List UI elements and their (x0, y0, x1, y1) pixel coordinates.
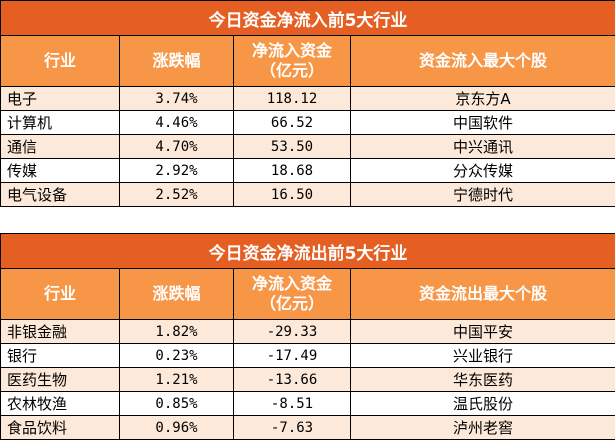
header-net-inflow: 净流入资金 （亿元） (233, 268, 351, 320)
change-cell: 0.23% (119, 343, 234, 368)
net-cell: -13.66 (233, 367, 351, 392)
industry-cell: 食品饮料 (0, 415, 120, 440)
header-net-inflow: 净流入资金 （亿元） (233, 35, 351, 87)
change-cell: 4.70% (119, 134, 234, 159)
stock-cell: 华东医药 (349, 367, 615, 392)
header-net-inflow-line1: 净流入资金 (251, 41, 332, 60)
header-industry: 行业 (0, 35, 120, 87)
change-cell: 0.96% (119, 415, 234, 440)
header-net-inflow-line1: 净流入资金 (251, 274, 332, 293)
industry-cell: 农林牧渔 (0, 391, 120, 416)
outflow-table: 今日资金净流出前5大行业 行业 涨跌幅 净流入资金 （亿元） 资金流出最大个股 … (0, 233, 615, 440)
stock-cell: 温氏股份 (349, 391, 615, 416)
industry-cell: 非银金融 (0, 319, 120, 344)
stock-cell: 京东方A (349, 86, 615, 111)
header-net-inflow-unit: （亿元） (259, 61, 324, 80)
industry-cell: 医药生物 (0, 367, 120, 392)
stock-cell: 泸州老窖 (349, 415, 615, 440)
stock-cell: 分众传媒 (349, 158, 615, 183)
table-row: 食品饮料 0.96% -7.63 泸州老窖 (0, 415, 615, 440)
net-cell: 53.50 (233, 134, 351, 159)
header-change: 涨跌幅 (119, 35, 234, 87)
stock-cell: 中国软件 (349, 110, 615, 135)
change-cell: 3.74% (119, 86, 234, 111)
header-industry: 行业 (0, 268, 120, 320)
stock-cell: 中兴通讯 (349, 134, 615, 159)
table-row: 传媒 2.92% 18.68 分众传媒 (0, 158, 615, 183)
inflow-table-title: 今日资金净流入前5大行业 (0, 0, 615, 36)
table-row: 医药生物 1.21% -13.66 华东医药 (0, 367, 615, 392)
change-cell: 4.46% (119, 110, 234, 135)
table-row: 电子 3.74% 118.12 京东方A (0, 86, 615, 111)
header-change: 涨跌幅 (119, 268, 234, 320)
table-row: 通信 4.70% 53.50 中兴通讯 (0, 134, 615, 159)
inflow-table: 今日资金净流入前5大行业 行业 涨跌幅 净流入资金 （亿元） 资金流入最大个股 … (0, 0, 615, 207)
net-cell: 18.68 (233, 158, 351, 183)
change-cell: 0.85% (119, 391, 234, 416)
inflow-table-block: 今日资金净流入前5大行业 行业 涨跌幅 净流入资金 （亿元） 资金流入最大个股 … (0, 0, 615, 207)
net-cell: 66.52 (233, 110, 351, 135)
stock-cell: 宁德时代 (349, 182, 615, 207)
industry-cell: 电气设备 (0, 182, 120, 207)
change-cell: 1.21% (119, 367, 234, 392)
table-row: 农林牧渔 0.85% -8.51 温氏股份 (0, 391, 615, 416)
industry-cell: 传媒 (0, 158, 120, 183)
table-row: 电气设备 2.52% 16.50 宁德时代 (0, 182, 615, 207)
table-row: 非银金融 1.82% -29.33 中国平安 (0, 319, 615, 344)
outflow-table-title: 今日资金净流出前5大行业 (0, 233, 615, 269)
change-cell: 2.52% (119, 182, 234, 207)
stock-cell: 中国平安 (349, 319, 615, 344)
header-net-inflow-unit: （亿元） (259, 294, 324, 313)
net-cell: 118.12 (233, 86, 351, 111)
net-cell: -29.33 (233, 319, 351, 344)
net-cell: -7.63 (233, 415, 351, 440)
table-gap (0, 220, 615, 233)
industry-cell: 通信 (0, 134, 120, 159)
table-row: 银行 0.23% -17.49 兴业银行 (0, 343, 615, 368)
change-cell: 1.82% (119, 319, 234, 344)
header-top-stock: 资金流入最大个股 (349, 35, 615, 87)
net-cell: -17.49 (233, 343, 351, 368)
change-cell: 2.92% (119, 158, 234, 183)
industry-cell: 电子 (0, 86, 120, 111)
net-cell: -8.51 (233, 391, 351, 416)
outflow-table-block: 今日资金净流出前5大行业 行业 涨跌幅 净流入资金 （亿元） 资金流出最大个股 … (0, 233, 615, 440)
industry-cell: 银行 (0, 343, 120, 368)
industry-cell: 计算机 (0, 110, 120, 135)
stock-cell: 兴业银行 (349, 343, 615, 368)
net-cell: 16.50 (233, 182, 351, 207)
table-row: 计算机 4.46% 66.52 中国软件 (0, 110, 615, 135)
header-top-stock: 资金流出最大个股 (349, 268, 615, 320)
